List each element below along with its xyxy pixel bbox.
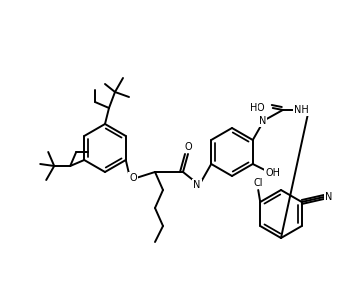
Text: N: N bbox=[325, 192, 332, 202]
Text: Cl: Cl bbox=[253, 178, 263, 188]
Text: OH: OH bbox=[265, 168, 280, 178]
Text: H: H bbox=[250, 103, 257, 113]
Text: NH: NH bbox=[294, 105, 309, 115]
Text: N: N bbox=[259, 116, 266, 126]
Text: O: O bbox=[184, 142, 192, 152]
Text: N: N bbox=[193, 180, 201, 190]
Text: O: O bbox=[257, 103, 265, 113]
Text: O: O bbox=[129, 173, 137, 183]
